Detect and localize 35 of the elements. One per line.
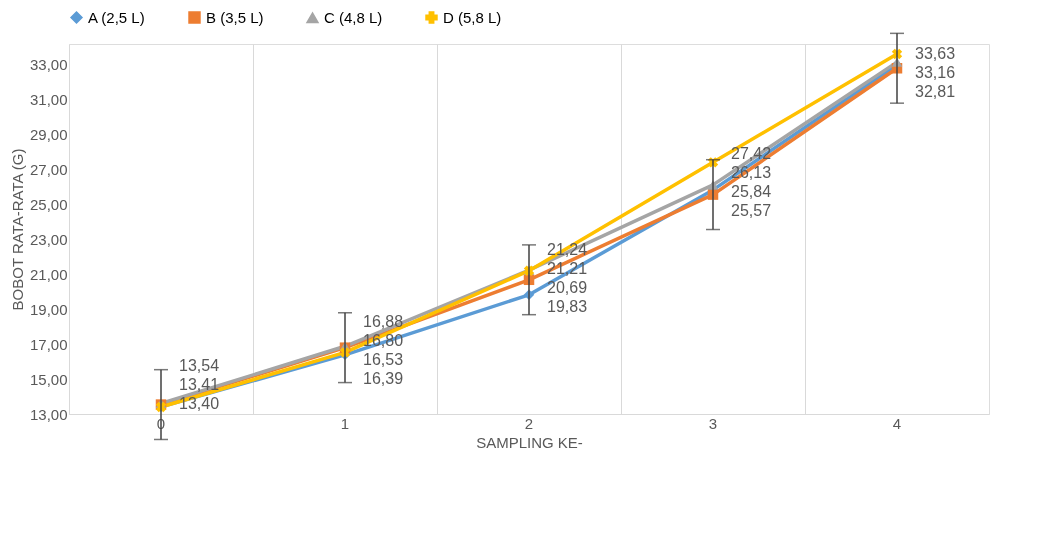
y-tick-label: 23,00 [29, 230, 68, 248]
x-tick-label: 4 [892, 414, 902, 432]
data-label: 19,83 [546, 298, 588, 316]
y-tick-label: 31,00 [29, 91, 68, 109]
data-label: 13,40 [178, 395, 220, 412]
data-label: 16,53 [362, 350, 404, 368]
legend-label: D (5,8 L) [443, 8, 502, 26]
y-tick-label: 27,00 [29, 161, 68, 179]
y-tick-label: 19,00 [29, 300, 68, 318]
data-label: 33,16 [914, 64, 956, 81]
y-tick-label: 33,00 [29, 56, 68, 74]
data-label: 33,63 [914, 45, 956, 62]
y-tick-label: 15,00 [29, 370, 68, 388]
y-axis-title: BOBOT RATA-RATA (G) [8, 148, 26, 311]
y-tick-label: 21,00 [29, 265, 68, 283]
x-tick-label: 3 [708, 414, 718, 432]
legend-label: A (2,5 L) [88, 8, 145, 26]
data-label: 16,80 [362, 331, 404, 349]
y-tick-label: 25,00 [29, 196, 68, 214]
data-label: 25,57 [730, 202, 772, 220]
data-label: 13,41 [178, 376, 220, 393]
y-tick-label: 13,00 [29, 405, 68, 423]
data-label: 32,81 [914, 83, 956, 100]
x-tick-label: 1 [340, 414, 350, 432]
legend-label: C (4,8 L) [324, 8, 383, 26]
data-label: 20,69 [546, 279, 588, 297]
legend-label: B (3,5 L) [206, 8, 264, 26]
data-label: 16,88 [362, 312, 404, 330]
data-label: 13,54 [178, 357, 220, 374]
y-tick-label: 17,00 [29, 335, 68, 353]
x-tick-label: 2 [524, 414, 534, 432]
data-label: 16,39 [362, 369, 404, 387]
y-tick-label: 29,00 [29, 126, 68, 144]
data-label: 25,84 [730, 183, 772, 201]
x-axis-title: SAMPLING KE- [476, 433, 583, 451]
